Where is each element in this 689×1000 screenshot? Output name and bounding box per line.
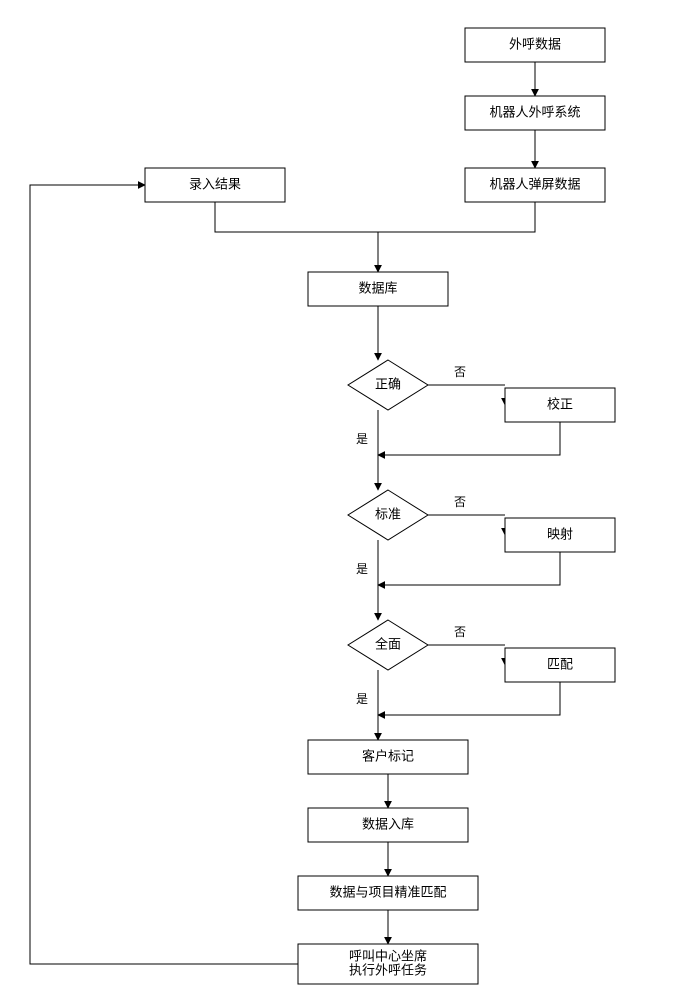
n2: 机器人外呼系统 (465, 96, 605, 130)
node-label: 正确 (375, 376, 401, 391)
edge (215, 202, 378, 232)
node-label: 机器人弹屏数据 (489, 176, 580, 191)
n7: 映射 (505, 518, 615, 552)
edge (378, 682, 560, 715)
d3: 全面 (348, 620, 428, 670)
d2: 标准 (348, 490, 428, 540)
n4: 录入结果 (145, 168, 285, 202)
node-label: 数据与项目精准匹配 (329, 884, 446, 899)
node-label: 呼叫中心坐席 (349, 948, 427, 963)
edge (30, 185, 298, 964)
d1: 正确 (348, 360, 428, 410)
node-label: 数据库 (358, 280, 397, 295)
n12: 呼叫中心坐席执行外呼任务 (298, 944, 478, 984)
n8: 匹配 (505, 648, 615, 682)
edge-label: 否 (454, 365, 466, 379)
n6: 校正 (505, 388, 615, 422)
n11: 数据与项目精准匹配 (298, 876, 478, 910)
node-label: 映射 (547, 526, 573, 541)
node-label: 数据入库 (362, 816, 414, 831)
edge-label: 是 (356, 562, 368, 576)
edge-label: 否 (454, 495, 466, 509)
edge (378, 422, 560, 455)
n10: 数据入库 (308, 808, 468, 842)
edge-label: 是 (356, 692, 368, 706)
node-label: 校正 (547, 396, 573, 411)
edge-label: 否 (454, 625, 466, 639)
node-label: 标准 (375, 506, 401, 521)
node-label: 执行外呼任务 (349, 962, 427, 977)
n9: 客户标记 (308, 740, 468, 774)
node-label: 录入结果 (189, 176, 241, 191)
edge (378, 552, 560, 585)
node-label: 匹配 (547, 656, 573, 671)
n1: 外呼数据 (465, 28, 605, 62)
node-label: 客户标记 (362, 748, 414, 763)
n5: 数据库 (308, 272, 448, 306)
edge-label: 是 (356, 432, 368, 446)
node-label: 全面 (375, 636, 401, 651)
edge (378, 202, 535, 232)
node-label: 机器人外呼系统 (489, 104, 580, 119)
node-label: 外呼数据 (509, 36, 561, 51)
n3: 机器人弹屏数据 (465, 168, 605, 202)
